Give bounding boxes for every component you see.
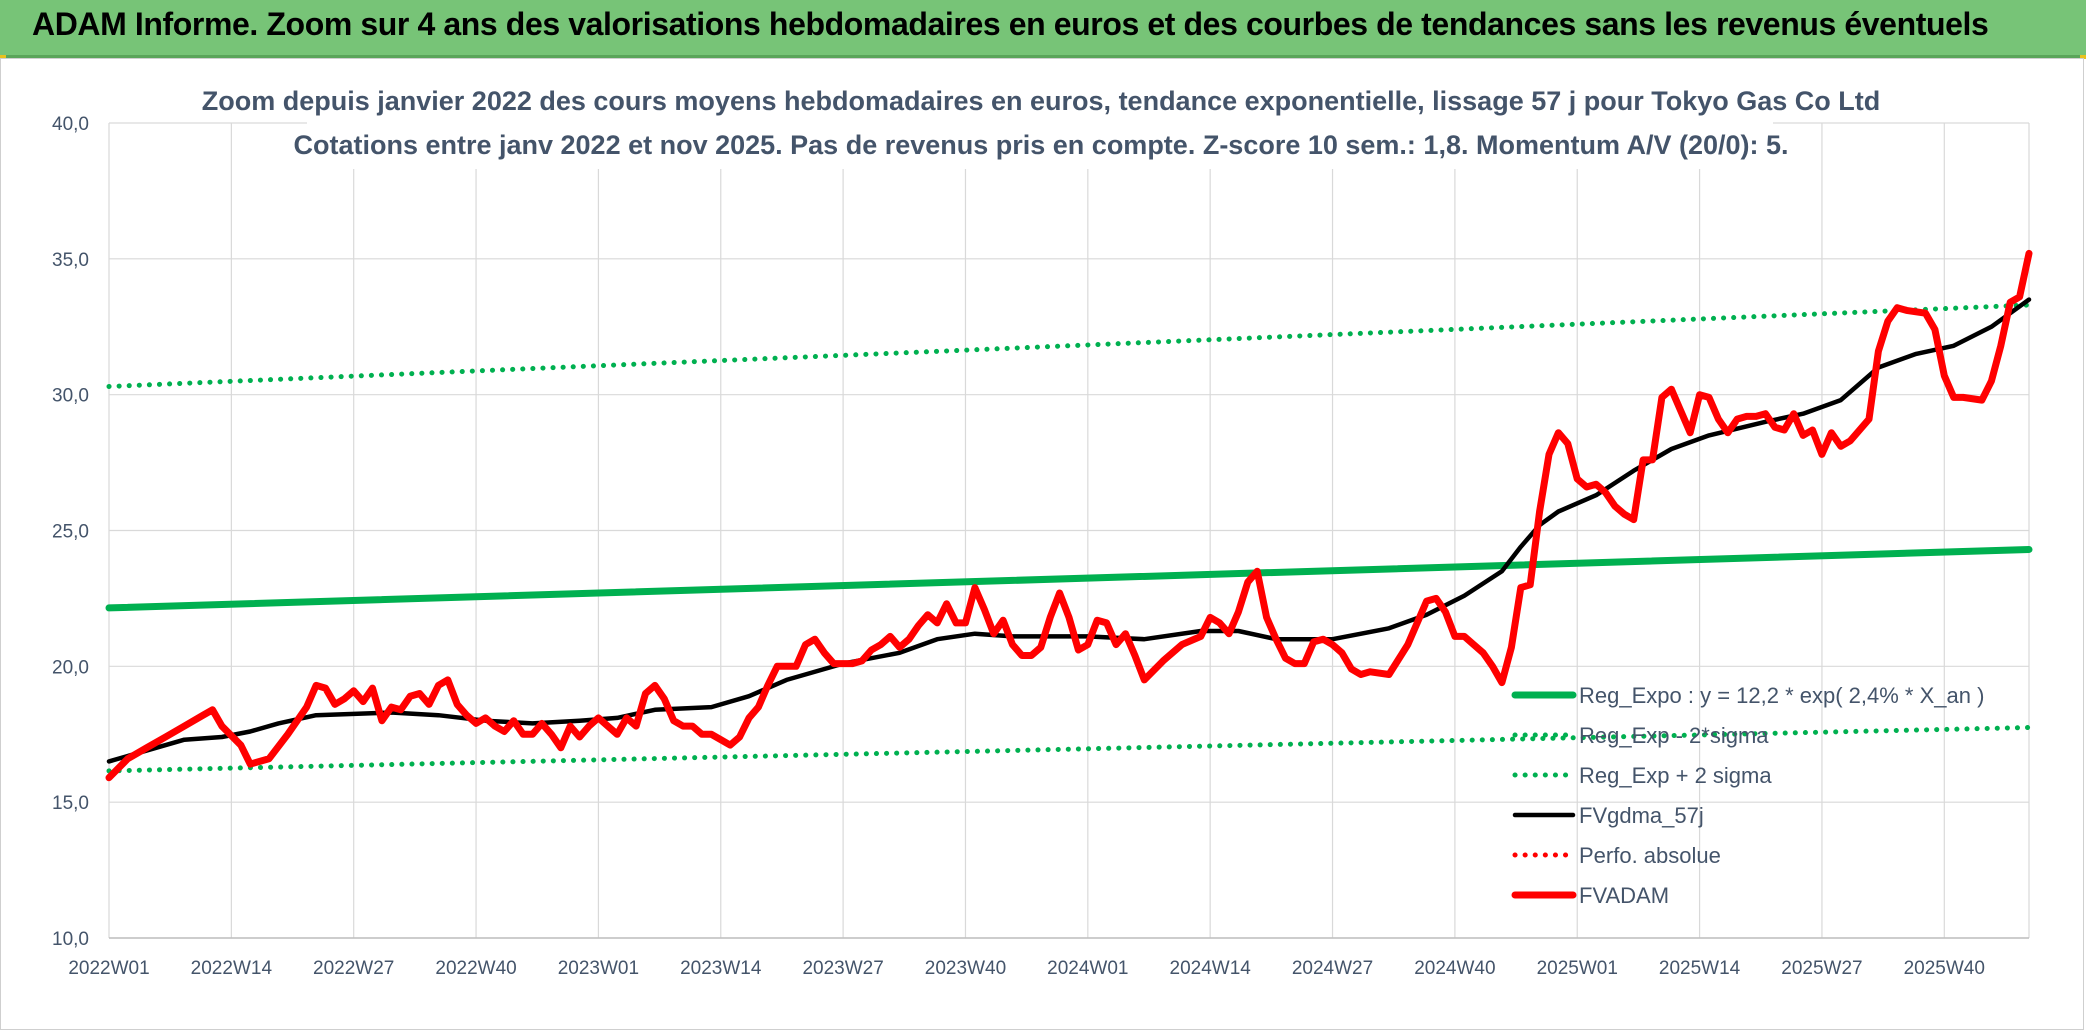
grid-layer (108, 122, 2030, 939)
series-line-2 (106, 302, 2032, 389)
chart-title-block: Zoom depuis janvier 2022 des cours moyen… (202, 77, 1881, 169)
series-line-0 (105, 546, 2033, 612)
legend-label-3: FVgdma_57j (1579, 803, 1704, 828)
legend-label-4: Perfo. absolue (1579, 843, 1721, 868)
series-layer (105, 249, 2033, 782)
banner-accent-left (0, 55, 6, 59)
y-tick-label: 15,0 (52, 793, 89, 814)
x-tick-label: 2025W40 (1904, 958, 1985, 979)
y-tick-label: 25,0 (52, 522, 89, 543)
x-tick-label: 2023W40 (925, 958, 1006, 979)
chart-legend: Reg_Expo : y = 12,2 * exp( 2,4% * X_an )… (1511, 683, 1984, 908)
x-tick-label: 2024W27 (1292, 958, 1373, 979)
x-tick-label: 2025W27 (1781, 958, 1862, 979)
x-tick-label: 2024W40 (1414, 958, 1495, 979)
x-tick-label: 2023W27 (802, 958, 883, 979)
y-axis-ticks: 10,0 15,0 20,0 25,0 30,0 35,0 40,0 (52, 114, 89, 950)
x-tick-label: 2022W40 (435, 958, 516, 979)
x-tick-label: 2023W01 (558, 958, 639, 979)
y-tick-label: 20,0 (52, 657, 89, 678)
y-tick-label: 10,0 (52, 929, 89, 950)
x-tick-label: 2022W27 (313, 958, 394, 979)
y-tick-label: 40,0 (52, 114, 89, 135)
report-banner: ADAM Informe. Zoom sur 4 ans des valoris… (0, 0, 2086, 58)
x-tick-label: 2024W01 (1047, 958, 1128, 979)
x-tick-label: 2025W01 (1537, 958, 1618, 979)
x-tick-label: 2024W14 (1170, 958, 1252, 979)
legend-label-5: FVADAM (1579, 883, 1669, 908)
legend-label-1: Reg_Exp - 2*sigma (1579, 723, 1769, 748)
x-tick-label: 2022W01 (68, 958, 149, 979)
chart-title: Zoom depuis janvier 2022 des cours moyen… (202, 86, 1881, 116)
y-tick-label: 35,0 (52, 250, 89, 271)
series-line-5 (105, 249, 2033, 782)
x-tick-label: 2023W14 (680, 958, 762, 979)
chart-subtitle: Cotations entre janv 2022 et nov 2025. P… (293, 130, 1788, 160)
banner-accent-right (2080, 55, 2086, 59)
chart-frame: 10,0 15,0 20,0 25,0 30,0 35,0 40,0 2022W01 2022… (0, 58, 2084, 1030)
x-axis-ticks: 2022W01 2022W14 2022W27 2022W40 2023W01 2023W… (68, 958, 1985, 979)
series-line-1 (106, 725, 2032, 774)
legend-label-2: Reg_Exp + 2 sigma (1579, 763, 1772, 788)
report-title: ADAM Informe. Zoom sur 4 ans des valoris… (32, 6, 1989, 42)
legend-label-0: Reg_Expo : y = 12,2 * exp( 2,4% * X_an ) (1579, 683, 1984, 708)
x-tick-label: 2022W14 (191, 958, 273, 979)
x-tick-label: 2025W14 (1659, 958, 1741, 979)
y-tick-label: 30,0 (52, 386, 89, 407)
line-chart: 10,015,020,025,030,035,040,0 2022W01 2022… (52, 77, 2033, 979)
chart-title-background (307, 77, 1773, 169)
